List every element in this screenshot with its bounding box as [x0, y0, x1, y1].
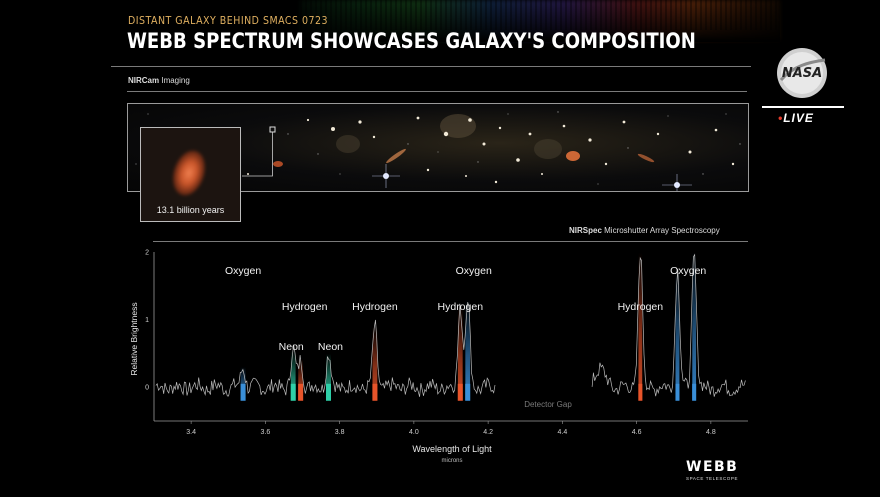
arc-galaxy	[637, 153, 655, 163]
inset-age-label: 13.1 billion years	[156, 205, 225, 215]
emission-bar-oxygen	[692, 252, 697, 401]
cluster-glow	[534, 139, 562, 159]
emission-bar-base	[465, 383, 471, 401]
webb-wordmark: WEBB	[686, 459, 739, 475]
emission-bar-base	[240, 383, 246, 401]
spectroscopy-label-text: Microshutter Array Spectroscopy	[601, 226, 720, 235]
emission-bar-hydrogen	[638, 252, 643, 401]
spectroscopy-section-label: NIRSpec Microshutter Array Spectroscopy	[569, 226, 720, 235]
detector-gap-label: Detector Gap	[524, 400, 572, 409]
y-tick-label: 2	[145, 250, 149, 257]
title-divider	[111, 66, 751, 67]
spectrum-trace-right	[591, 253, 746, 397]
imaging-label-text: Imaging	[159, 76, 190, 85]
emission-bar-base	[675, 383, 680, 401]
webb-logo: WEBB SPACE TELESCOPE	[686, 459, 738, 481]
x-tick-label: 4.8	[706, 429, 716, 436]
nircam-starfield	[135, 111, 741, 191]
arc-galaxy	[386, 148, 406, 164]
emission-bar-base	[372, 383, 378, 401]
emission-bar-oxygen	[675, 268, 680, 401]
y-axis-label: Relative Brightness	[129, 302, 139, 375]
line-label-oxygen: Oxygen	[670, 265, 706, 277]
imaging-section-label: NIRCam Imaging	[128, 76, 190, 85]
emission-bar-neon	[325, 353, 331, 401]
line-label-hydrogen: Hydrogen	[618, 301, 664, 313]
x-tick-label: 3.6	[261, 429, 271, 436]
spectrum-trace-left	[155, 302, 496, 397]
emission-line-bars	[240, 252, 697, 401]
kicker-title: DISTANT GALAXY BEHIND SMACS 0723	[128, 15, 329, 27]
spectroscopy-label-instrument: NIRSpec	[569, 226, 602, 235]
emission-bar-hydrogen	[298, 358, 304, 401]
line-label-hydrogen: Hydrogen	[282, 301, 328, 313]
live-badge: •LIVE	[778, 111, 814, 125]
spectroscopy-divider	[153, 241, 748, 242]
spectrum-trace-layer	[155, 253, 746, 397]
imaging-divider	[127, 91, 747, 92]
x-tick-label: 4.2	[483, 429, 493, 436]
emission-line-labels: Oxygen Neon Hydrogen Neon Hydrogen Hydrogen Ox…	[225, 265, 706, 353]
target-leader-line	[242, 132, 273, 177]
emission-bar-base	[638, 383, 643, 401]
page-title: WEBB SPECTRUM SHOWCASES GALAXY'S COMPOSI…	[127, 29, 696, 53]
emission-bar-neon	[290, 350, 296, 401]
x-axis-unit: microns	[441, 458, 462, 464]
y-tick-label: 0	[145, 385, 149, 392]
nasa-wordmark: NASA	[782, 66, 822, 81]
line-label-neon: Neon	[279, 341, 304, 353]
x-axis-label: Wavelength of Light	[412, 444, 492, 454]
x-tick-label: 3.8	[335, 429, 345, 436]
live-bar	[762, 106, 844, 108]
cluster-glow	[336, 135, 360, 153]
faint-stars	[135, 111, 741, 185]
header-spectrum-fade	[300, 0, 780, 42]
line-label-oxygen: Oxygen	[225, 265, 261, 277]
emission-bar-base	[290, 383, 296, 401]
webb-subtitle: SPACE TELESCOPE	[686, 476, 739, 481]
y-tick-label: 1	[145, 317, 149, 324]
line-label-neon: Neon	[318, 341, 343, 353]
x-tick-label: 4.4	[558, 429, 568, 436]
nasa-logo: NASA	[777, 48, 827, 98]
emission-bar-base	[457, 383, 463, 401]
x-tick-label: 3.4	[186, 429, 196, 436]
x-tick-label: 4.6	[632, 429, 642, 436]
emission-bar-hydrogen	[372, 326, 378, 401]
background-galaxies	[247, 116, 735, 184]
imaging-label-instrument: NIRCam	[128, 76, 160, 85]
emission-bar-base	[298, 383, 304, 401]
live-label: LIVE	[783, 111, 814, 125]
line-label-oxygen: Oxygen	[456, 265, 492, 277]
live-dot-icon: •	[778, 111, 784, 125]
emission-bar-base	[325, 383, 331, 401]
line-label-hydrogen: Hydrogen	[352, 301, 398, 313]
emission-bar-base	[692, 383, 697, 401]
x-tick-label: 4.0	[409, 429, 419, 436]
galaxy-inset: 13.1 billion years	[140, 127, 241, 222]
red-galaxy	[273, 161, 283, 167]
cluster-glow	[440, 114, 476, 138]
line-label-hydrogen: Hydrogen	[438, 301, 484, 313]
chart-axes: 3.4 3.6 3.8 4.0 4.2 4.4 4.6 4.8 0 1 2	[145, 250, 748, 436]
emission-bar-oxygen	[465, 299, 471, 401]
emission-bar-hydrogen	[457, 306, 463, 401]
red-galaxy	[566, 151, 580, 161]
